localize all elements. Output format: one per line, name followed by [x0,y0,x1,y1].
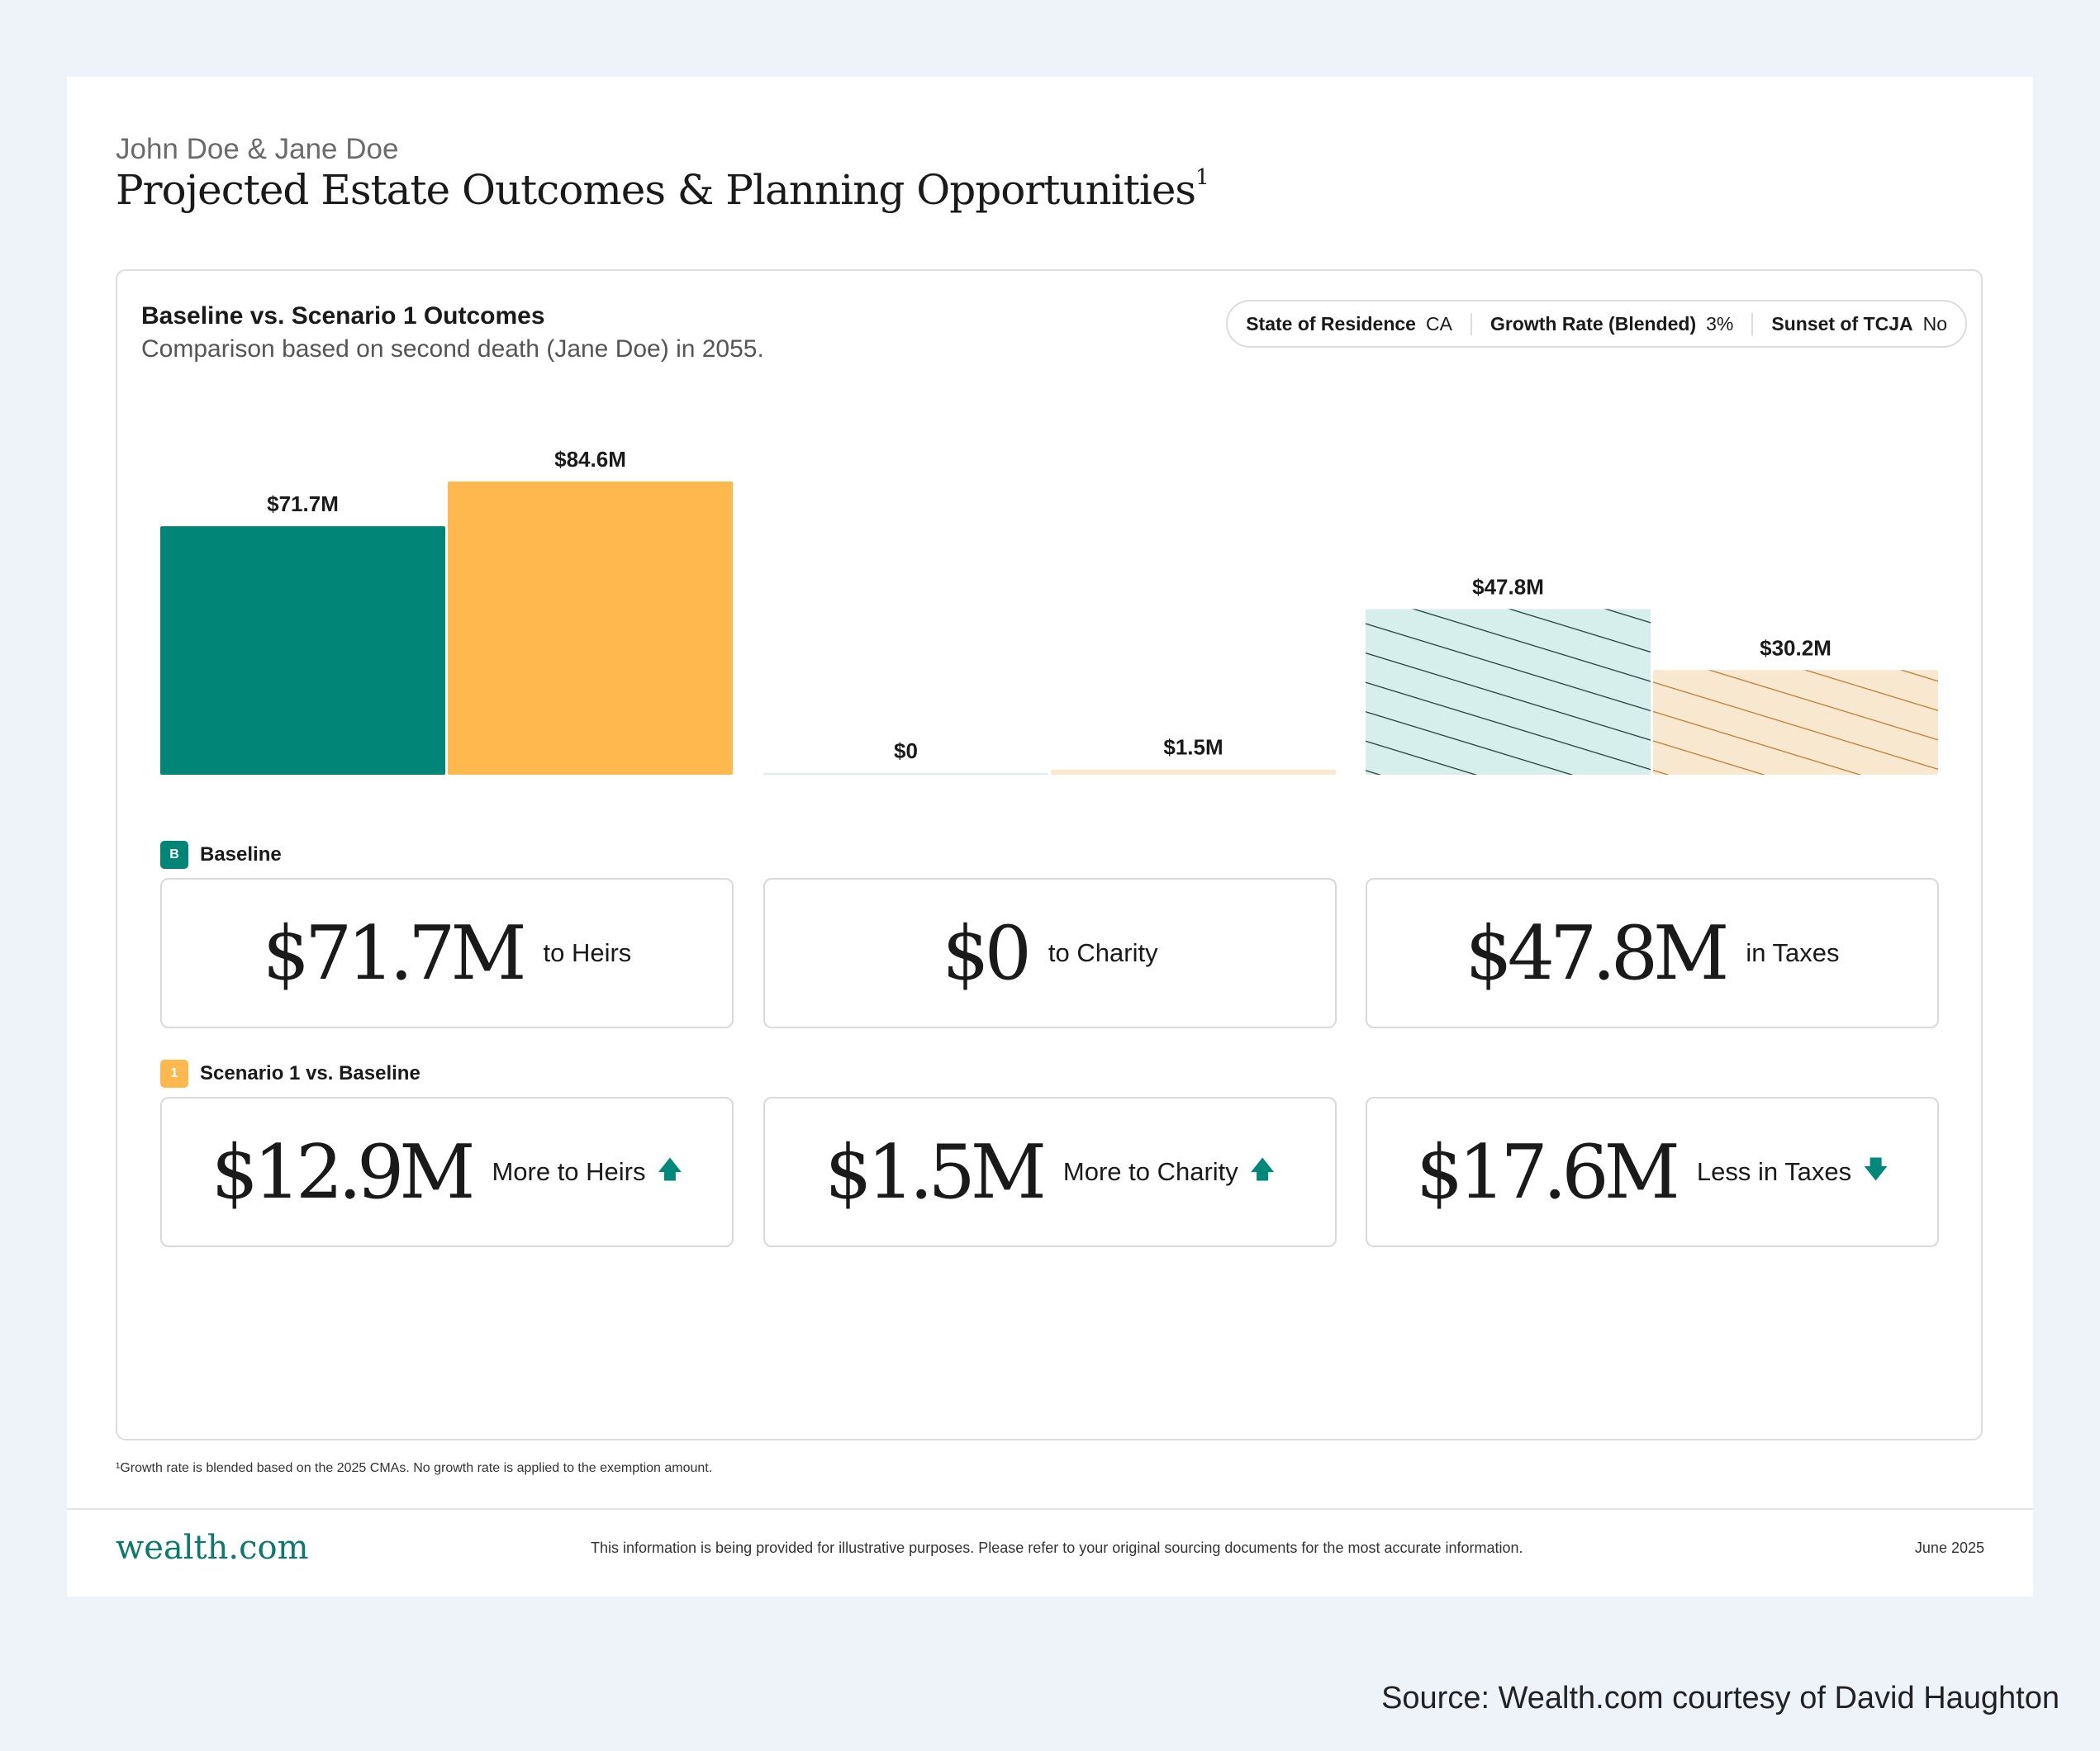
baseline-card-charity: $0 to Charity [763,878,1337,1028]
card-value: $71.7M [262,909,527,997]
legend-baseline: B Baseline [160,841,282,869]
baseline-badge: B [160,841,188,869]
assumption-label: State of Residence [1246,312,1416,335]
data-label: $30.2M [1760,635,1832,660]
report-sheet: John Doe & Jane Doe Projected Estate Out… [67,77,2033,1597]
card-subtitle: Comparison based on second death (Jane D… [141,335,764,363]
data-label: $71.7M [267,491,339,516]
client-name: John Doe & Jane Doe [116,133,399,165]
card-desc: to Heirs [543,938,632,967]
scenario-card-heirs: $12.9M More to Heirs 🡅 [160,1097,734,1247]
assumption-label: Growth Rate (Blended) [1489,312,1697,335]
data-label: $1.5M [1163,735,1223,760]
card-desc: in Taxes [1746,938,1840,967]
card-value: $47.8M [1465,909,1730,997]
footer-divider [67,1508,2033,1510]
card-desc: More to Charity [1062,1157,1238,1186]
scenario-badge: 1 [160,1060,188,1088]
data-label: $0 [894,738,918,763]
footnote: ¹Growth rate is blended based on the 202… [116,1461,713,1475]
bar-to-taxes-scenario [1653,670,1938,775]
source-credit: Source: Wealth.com courtesy of David Hau… [1381,1681,2060,1715]
legend-baseline-label: Baseline [200,843,282,866]
legend-scenario: 1 Scenario 1 vs. Baseline [160,1060,420,1088]
page-title: Projected Estate Outcomes & Planning Opp… [116,165,1209,214]
outcomes-card: Baseline vs. Scenario 1 Outcomes Compari… [116,269,1983,1440]
data-label: $84.6M [554,447,626,472]
bar-to-heirs-scenario [448,482,733,775]
card-value: $17.6M [1416,1128,1680,1216]
disclaimer: This information is being provided for i… [591,1540,1523,1556]
data-label: $47.8M [1472,574,1544,599]
scenario-card-charity: $1.5M More to Charity 🡅 [763,1097,1337,1247]
legend-scenario-label: Scenario 1 vs. Baseline [200,1062,420,1084]
arrow-up-icon: 🡅 [657,1155,683,1184]
assumptions-bar: State of Residence CA Growth Rate (Blend… [1226,300,1967,348]
assumption-value: No [1922,312,1947,335]
card-value: $12.9M [211,1128,476,1216]
scenario-cards-row: $12.9M More to Heirs 🡅 $1.5M More to Cha… [160,1097,1953,1247]
bar-to-taxes-baseline [1366,609,1651,775]
page-title-footnote-mark: 1 [1195,165,1209,191]
assumption-label: Sunset of TCJA [1771,312,1913,335]
report-date: June 2025 [1914,1540,1984,1556]
page-title-text: Projected Estate Outcomes & Planning Opp… [116,166,1196,214]
card-desc: Less in Taxes [1696,1157,1852,1186]
scenario-card-taxes: $17.6M Less in Taxes 🡇 [1366,1097,1939,1247]
card-title: Baseline vs. Scenario 1 Outcomes [141,302,545,330]
assumption-value: CA [1425,312,1452,335]
arrow-up-icon: 🡅 [1249,1155,1276,1184]
bar-to-charity-scenario [1051,769,1336,775]
assumption-state: State of Residence CA [1246,313,1470,335]
bar-to-charity-baseline [763,773,1048,775]
assumption-growth-rate: Growth Rate (Blended) 3% [1470,312,1751,335]
assumption-tcja-sunset: Sunset of TCJA No [1751,312,1947,335]
outcomes-bar-chart: $71.7M$84.6MTo Heirs$0$1.5MTo Charity$47… [160,447,1938,775]
card-desc: to Charity [1048,938,1158,967]
card-desc: More to Heirs [492,1157,646,1186]
card-value: $0 [942,909,1032,997]
baseline-cards-row: $71.7M to Heirs $0 to Charity $47.8M in … [160,878,1953,1028]
baseline-card-heirs: $71.7M to Heirs [160,878,734,1028]
bar-to-heirs-baseline [160,526,445,775]
brand-logo: wealth.com [116,1529,309,1567]
card-value: $1.5M [824,1128,1047,1216]
baseline-card-taxes: $47.8M in Taxes [1366,878,1939,1028]
arrow-down-icon: 🡇 [1863,1155,1889,1184]
assumption-value: 3% [1706,312,1734,335]
